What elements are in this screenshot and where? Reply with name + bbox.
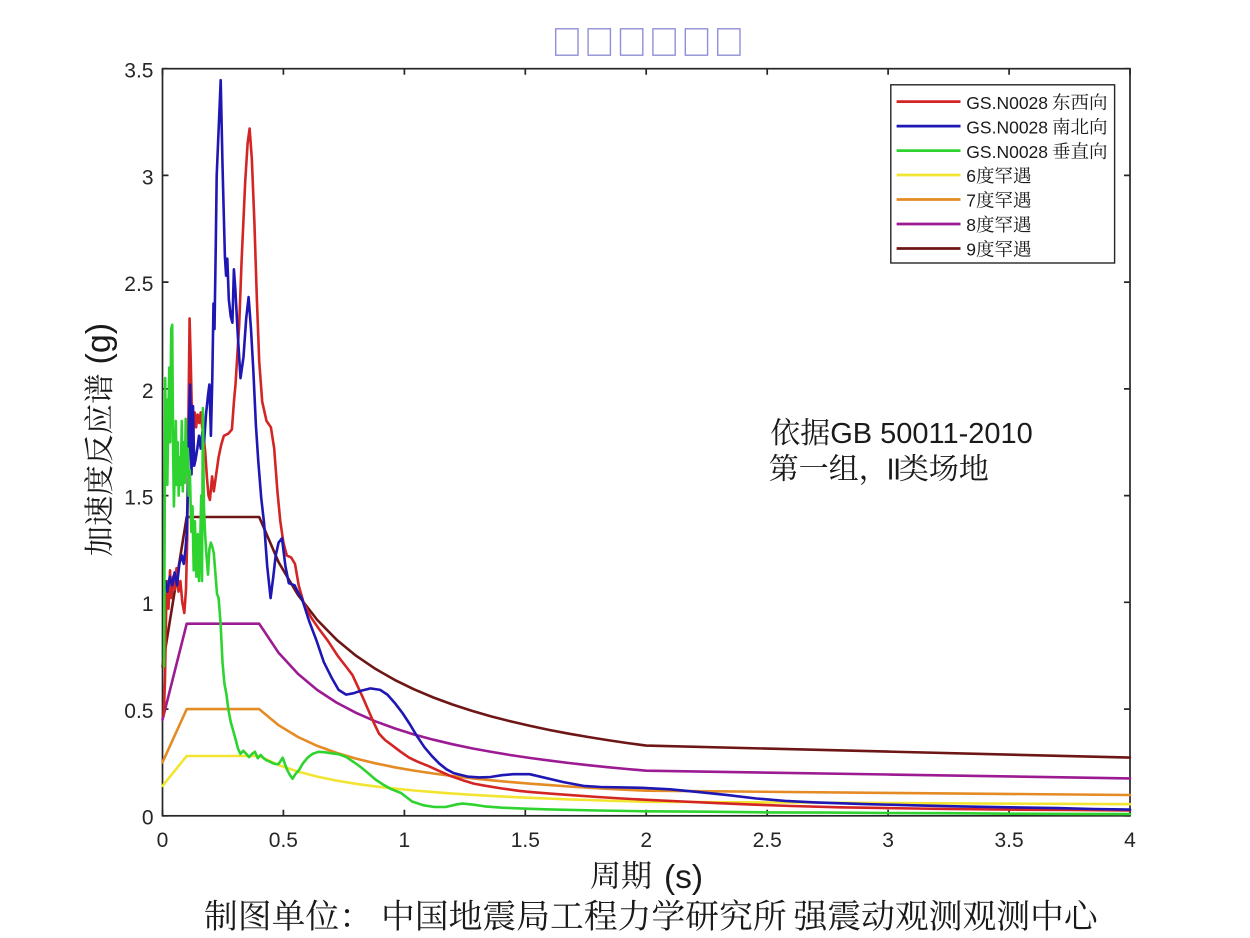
svg-text:3.5: 3.5 [124,60,153,83]
svg-text:1.5: 1.5 [511,829,540,852]
svg-text:GB 50011-2010: GB 50011-2010 [830,418,1033,450]
svg-text:2: 2 [142,380,154,403]
svg-text:3: 3 [882,829,894,852]
svg-text:GS.N0028: GS.N0028 [966,142,1048,162]
svg-text:9: 9 [966,240,976,260]
svg-text:(g): (g) [80,323,118,365]
svg-text:0: 0 [157,829,169,852]
svg-text:1.5: 1.5 [124,487,153,510]
svg-text:1: 1 [399,829,411,852]
svg-text:6: 6 [966,166,976,186]
svg-text:(s): (s) [664,859,703,896]
svg-text:0.5: 0.5 [124,700,153,723]
svg-text:3.5: 3.5 [994,829,1023,852]
svg-text:3: 3 [142,166,154,189]
svg-text:4: 4 [1124,829,1136,852]
svg-text:GS.N0028: GS.N0028 [966,93,1048,113]
svg-text:2.5: 2.5 [753,829,782,852]
svg-text:GS.N0028: GS.N0028 [966,117,1048,137]
svg-text:7: 7 [966,191,976,211]
svg-text:0.5: 0.5 [269,829,298,852]
svg-text:0: 0 [142,807,154,830]
svg-text:8: 8 [966,215,976,235]
svg-text:2: 2 [640,829,652,852]
svg-text:2.5: 2.5 [124,273,153,296]
svg-text:1: 1 [142,593,154,616]
